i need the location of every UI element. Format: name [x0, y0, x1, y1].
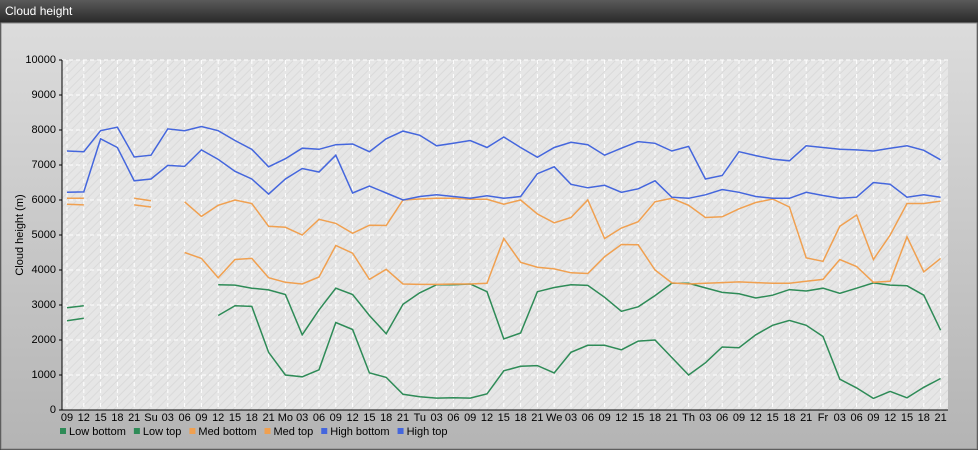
series-line [66, 137, 941, 201]
y-tick-label: 8000 [32, 124, 56, 136]
series-line [134, 204, 152, 208]
series-line [184, 234, 942, 286]
x-tick-label: 12 [78, 412, 90, 424]
x-tick-label: 06 [178, 412, 190, 424]
x-tick-label: 09 [195, 412, 207, 424]
series-line [218, 282, 942, 340]
legend-label: Low top [143, 426, 182, 438]
y-tick-label: 1000 [32, 369, 56, 381]
legend-label: Med top [274, 426, 314, 438]
y-tick-label: 3000 [32, 299, 56, 311]
x-tick-label: Tu [414, 412, 426, 424]
x-tick-label: 03 [162, 412, 174, 424]
x-tick-label: 18 [111, 412, 123, 424]
x-tick-label: 15 [363, 412, 375, 424]
legend-swatch [189, 428, 196, 434]
x-tick-label: 12 [884, 412, 896, 424]
series-line [134, 197, 152, 202]
x-tick-label: 03 [296, 412, 308, 424]
x-tick-label: 09 [330, 412, 342, 424]
x-tick-label: Mo [278, 412, 293, 424]
x-tick-label: 15 [94, 412, 106, 424]
y-axis-label: Cloud height (m) [14, 194, 26, 275]
y-tick-label: 9000 [32, 89, 56, 101]
series-line [66, 317, 84, 322]
x-tick-label: 15 [766, 412, 778, 424]
series-line [66, 125, 941, 180]
series-line [184, 197, 941, 263]
y-tick-label: 10000 [25, 54, 56, 66]
series-line [217, 304, 941, 400]
x-tick-label: 09 [61, 412, 73, 424]
x-tick-label: 06 [850, 412, 862, 424]
x-tick-label: 12 [346, 412, 358, 424]
series-line [66, 203, 84, 206]
x-tick-label: 21 [800, 412, 812, 424]
x-tick-label: 21 [262, 412, 274, 424]
legend-swatch [133, 428, 140, 434]
x-tick-label: 21 [397, 412, 409, 424]
y-tick-label: 0 [50, 404, 56, 416]
x-tick-label: 09 [598, 412, 610, 424]
x-tick-label: 15 [632, 412, 644, 424]
x-tick-label: 09 [733, 412, 745, 424]
x-tick-label: 21 [128, 412, 140, 424]
x-tick-label: Th [682, 412, 695, 424]
x-tick-label: 21 [934, 412, 946, 424]
x-tick-label: 12 [212, 412, 224, 424]
x-tick-label: 06 [447, 412, 459, 424]
x-tick-label: Fr [818, 412, 829, 424]
y-tick-label: 4000 [32, 264, 56, 276]
y-tick-label: 2000 [32, 334, 56, 346]
x-tick-label: 21 [531, 412, 543, 424]
x-tick-label: 03 [565, 412, 577, 424]
y-tick-label: 7000 [32, 159, 56, 171]
legend-label: Low bottom [69, 426, 126, 438]
legend-swatch [397, 428, 404, 434]
x-tick-label: 18 [380, 412, 392, 424]
series-line [66, 304, 84, 309]
legend-label: High top [407, 426, 448, 438]
x-tick-label: 18 [514, 412, 526, 424]
legend-swatch [60, 428, 66, 434]
x-tick-label: 12 [481, 412, 493, 424]
x-tick-label: 18 [918, 412, 930, 424]
legend-label: Med bottom [198, 426, 256, 438]
x-tick-label: 06 [582, 412, 594, 424]
x-tick-label: 15 [498, 412, 510, 424]
chart: Cloud height (m) 0 1000 2000 3000 4000 5000 60… [0, 22, 978, 450]
window-title: Cloud height [0, 0, 978, 22]
legend-label: High bottom [330, 426, 389, 438]
x-tick-label: 09 [464, 412, 476, 424]
legend-swatch [321, 428, 328, 434]
x-tick-label: 12 [750, 412, 762, 424]
x-tick-label: We [546, 412, 562, 424]
x-tick-label: 18 [649, 412, 661, 424]
x-tick-label: 21 [666, 412, 678, 424]
x-tick-label: 09 [867, 412, 879, 424]
x-tick-label: 15 [901, 412, 913, 424]
legend-swatch [264, 428, 271, 434]
y-tick-label: 6000 [32, 194, 56, 206]
x-tick-label: 03 [699, 412, 711, 424]
x-tick-label: 06 [716, 412, 728, 424]
x-tick-label: 03 [834, 412, 846, 424]
x-tick-label: Su [144, 412, 157, 424]
x-tick-label: 03 [430, 412, 442, 424]
x-tick-label: 18 [783, 412, 795, 424]
x-tick-label: 06 [313, 412, 325, 424]
x-tick-label: 18 [246, 412, 258, 424]
y-tick-label: 5000 [32, 229, 56, 241]
x-tick-label: 12 [615, 412, 627, 424]
x-tick-label: 15 [229, 412, 241, 424]
